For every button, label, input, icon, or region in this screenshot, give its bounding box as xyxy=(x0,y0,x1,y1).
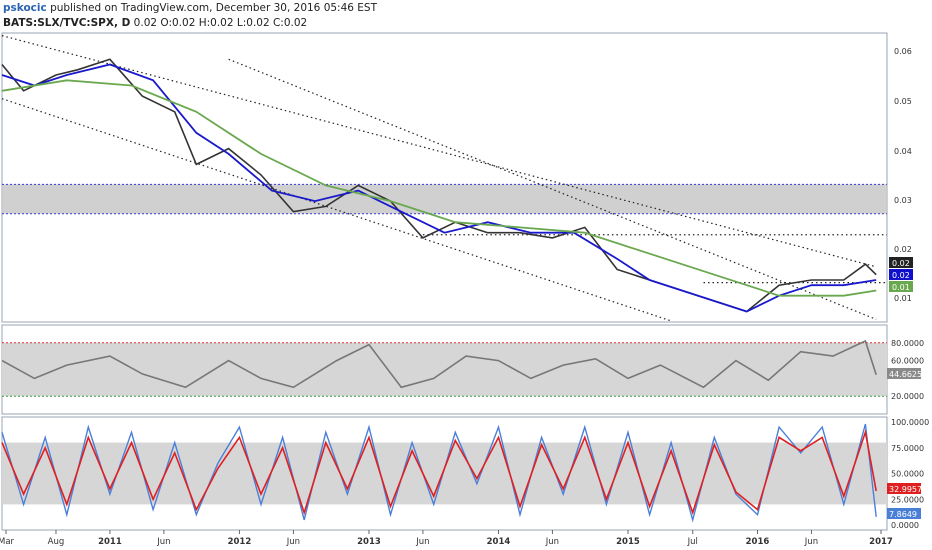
price-tick-label: 0.04 xyxy=(894,147,912,156)
publish-info: published on TradingView.com, December 3… xyxy=(46,2,378,14)
rsi-last-value: 44.6625 xyxy=(887,368,922,379)
rsi-tick-label: 20.0000 xyxy=(891,392,924,401)
rsi-last-value-text: 44.6625 xyxy=(889,370,922,379)
x-tick-label: Jun xyxy=(286,537,300,547)
author-name[interactable]: pskocic xyxy=(3,2,47,14)
x-tick-label: 2016 xyxy=(746,537,770,547)
stoch-last-value-box xyxy=(887,508,921,519)
x-tick-label: 2014 xyxy=(487,537,511,547)
stoch-tick-label: 75.0000 xyxy=(891,444,924,453)
x-tick-label: 2011 xyxy=(98,537,122,547)
trend-line-1 xyxy=(1,98,672,322)
price-last-value-text: 0.02 xyxy=(892,271,910,280)
price-series-1 xyxy=(1,63,877,313)
stoch-last-value-box xyxy=(887,483,921,494)
panel-frame-0 xyxy=(1,32,888,323)
price-last-value-text: 0.02 xyxy=(892,259,910,268)
stoch-tick-label: 50.0000 xyxy=(891,470,924,479)
stoch-tick-label: 25.0000 xyxy=(891,495,924,504)
price-series-2 xyxy=(1,79,877,297)
stoch-last-value: 7.8649 xyxy=(887,508,921,519)
price-last-value: 0.02 xyxy=(889,269,913,280)
ohlc-values: 0.02 O:0.02 H:0.02 L:0.02 C:0.02 xyxy=(133,17,308,29)
price-last-value: 0.02 xyxy=(889,257,913,268)
x-tick-label: 2012 xyxy=(228,537,252,547)
price-tick-label: 0.06 xyxy=(894,47,912,56)
x-tick-label: Jun xyxy=(415,537,429,547)
stoch-tick-label: 100.0000 xyxy=(891,418,929,427)
x-tick-label: Jul xyxy=(687,537,698,547)
price-last-value-box xyxy=(889,257,913,268)
stoch-last-value-text: 7.8649 xyxy=(889,510,917,519)
stoch-last-value-text: 32.9957 xyxy=(889,485,922,494)
stoch-last-value: 32.9957 xyxy=(887,483,922,494)
x-tick-label: Aug xyxy=(48,537,65,547)
stoch-tick-label: 0.0000 xyxy=(891,521,919,530)
price-tick-label: 0.05 xyxy=(894,97,912,106)
x-tick-label: 2015 xyxy=(616,537,640,547)
x-tick-label: 2017 xyxy=(869,537,893,547)
stoch-series-1 xyxy=(1,429,877,516)
rsi-tick-label: 80.0000 xyxy=(891,339,924,348)
price-last-value-text: 0.01 xyxy=(892,283,910,292)
price-tick-label: 0.02 xyxy=(894,245,912,254)
rsi-series xyxy=(1,339,877,389)
rsi-last-value-box xyxy=(887,368,921,379)
price-last-value-box xyxy=(889,281,913,292)
trend-line-4 xyxy=(228,58,877,320)
x-tick-label: 2013 xyxy=(357,537,381,547)
price-last-value: 0.01 xyxy=(889,281,913,292)
rsi-tick-label: 60.0000 xyxy=(891,357,924,366)
x-tick-label: Jun xyxy=(804,537,818,547)
price-tick-label: 0.03 xyxy=(894,196,912,205)
x-tick-label: Jun xyxy=(156,537,170,547)
x-tick-label: Jun xyxy=(545,537,559,547)
symbol-label: BATS:SLX/TVC:SPX, D xyxy=(3,17,131,29)
price-band xyxy=(2,184,887,214)
rsi-band xyxy=(2,342,887,397)
price-tick-label: 0.01 xyxy=(894,294,912,303)
x-tick-label: Mar xyxy=(0,537,15,547)
price-last-value-box xyxy=(889,269,913,280)
chart-header: pskocic published on TradingView.com, De… xyxy=(3,1,377,31)
